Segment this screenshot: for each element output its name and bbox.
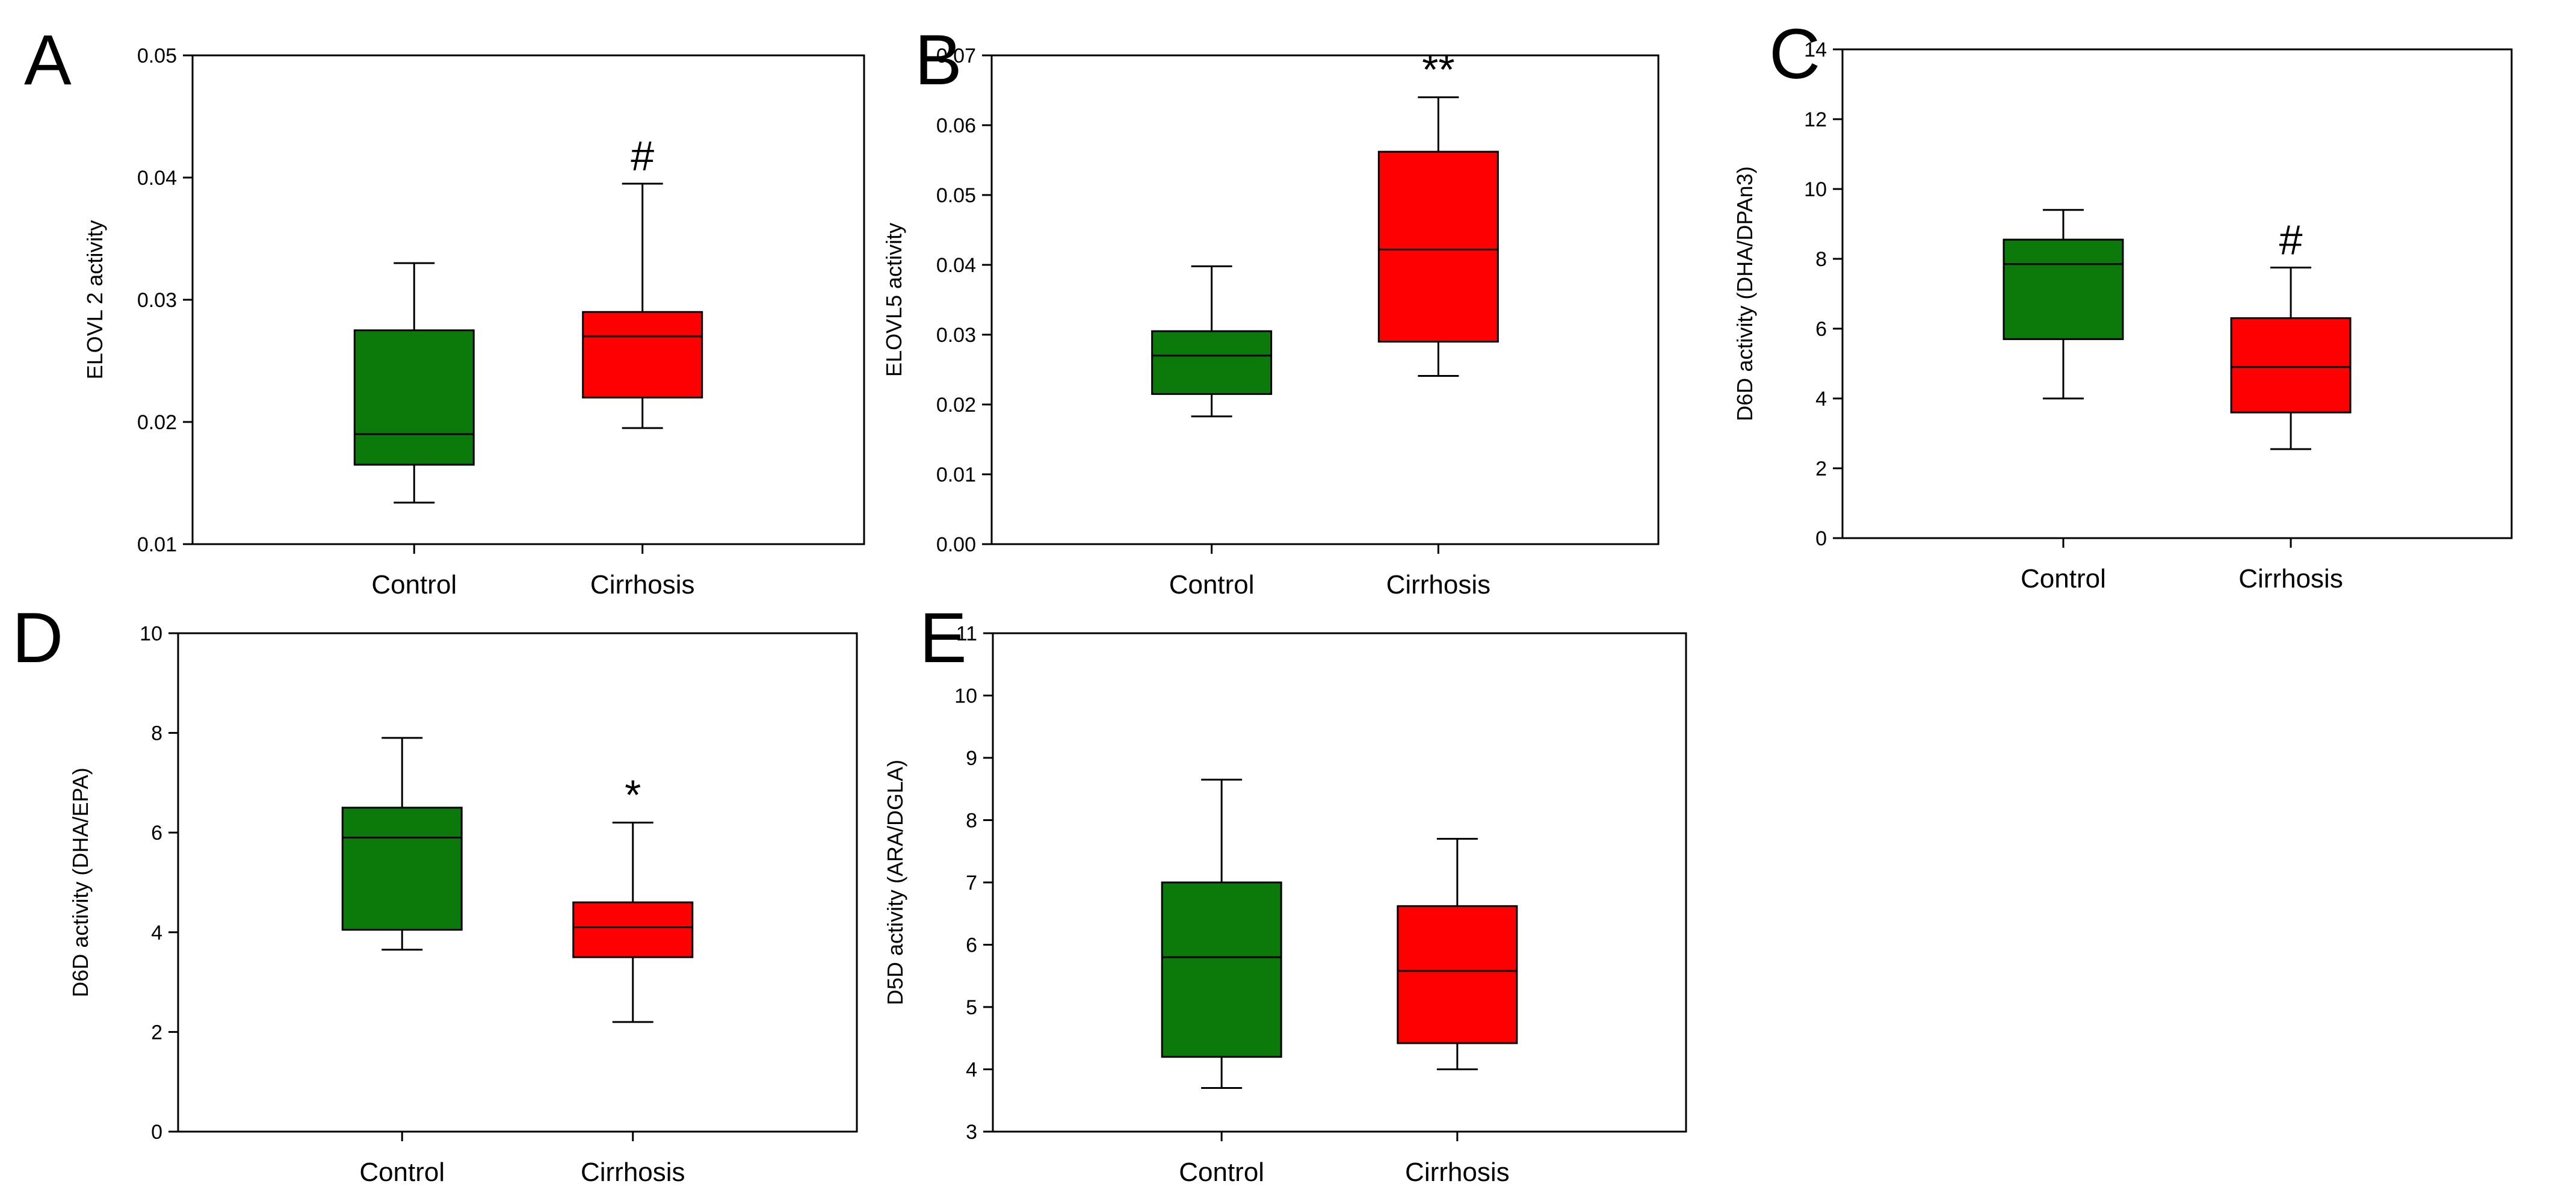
iqr-box bbox=[341, 807, 463, 931]
y-tick-label: 3 bbox=[966, 1121, 977, 1144]
plot-frame bbox=[990, 54, 1660, 545]
iqr-box bbox=[1377, 150, 1499, 343]
panel-b: B 0.00 0.01 0.02 0.03 0.04 0.05 0.06 0.07 ELOVL5 … bbox=[882, 20, 1660, 600]
iqr-box bbox=[1397, 905, 1518, 1044]
y-tick-label: 10 bbox=[954, 685, 977, 708]
y-tick-label: 2 bbox=[1815, 457, 1827, 480]
box-cirrhosis: # Cirrhosis bbox=[2230, 217, 2352, 594]
y-tick-label: 6 bbox=[1815, 318, 1827, 341]
iqr-box bbox=[1151, 330, 1273, 395]
significance-marker: * bbox=[625, 772, 641, 819]
y-tick-label: 0.04 bbox=[137, 167, 177, 190]
panel-letter: C bbox=[1769, 14, 1820, 94]
y-axis-label: D6D activity (DHA/DPAn3) bbox=[1732, 166, 1757, 421]
y-tick-label: 8 bbox=[1815, 248, 1827, 271]
y-axis-label: ELOVL5 activity bbox=[882, 223, 906, 377]
y-axis-label: D6D activity (DHA/EPA) bbox=[68, 767, 93, 997]
y-tick-label: 0.04 bbox=[936, 254, 976, 277]
y-tick-label: 0 bbox=[1815, 527, 1827, 550]
panel-letter: E bbox=[919, 598, 967, 678]
y-tick-label: 0 bbox=[151, 1121, 162, 1144]
x-category-label: Control bbox=[359, 1158, 445, 1187]
x-category-label: Cirrhosis bbox=[590, 570, 695, 600]
x-category-label: Control bbox=[2021, 564, 2106, 594]
box-control: Control bbox=[1161, 778, 1282, 1187]
y-tick-label: 0.00 bbox=[936, 533, 976, 556]
y-tick-label: 0.05 bbox=[137, 45, 177, 67]
y-tick-label: 0.02 bbox=[936, 394, 976, 417]
y-tick-label: 4 bbox=[151, 922, 162, 944]
box-cirrhosis: * Cirrhosis bbox=[572, 772, 694, 1187]
y-tick-label: 4 bbox=[1815, 388, 1827, 411]
iqr-box bbox=[353, 329, 475, 466]
y-tick-label: 2 bbox=[151, 1021, 162, 1044]
box-control: Control bbox=[1151, 265, 1273, 600]
panel-letter: D bbox=[12, 598, 63, 678]
y-tick-label: 8 bbox=[151, 722, 162, 745]
box-control: Control bbox=[341, 737, 463, 1187]
x-category-label: Cirrhosis bbox=[2238, 564, 2343, 594]
y-tick-label: 0.06 bbox=[936, 114, 976, 137]
panel-d: D 0 2 4 6 8 10 D6D activity (DHA/EPA) Control * Ci… bbox=[12, 598, 858, 1187]
y-tick-label: 6 bbox=[966, 934, 977, 957]
y-tick-label: 10 bbox=[1804, 178, 1827, 201]
y-tick-label: 10 bbox=[140, 622, 162, 645]
panel-e: E 3 4 5 6 7 8 9 10 11 D5D activity (ARA/DGLA) Contr… bbox=[883, 598, 1687, 1187]
significance-marker: # bbox=[631, 132, 654, 179]
y-tick-label: 14 bbox=[1804, 39, 1827, 61]
iqr-box bbox=[1161, 881, 1282, 1058]
y-tick-label: 0.02 bbox=[137, 411, 177, 434]
plot-frame bbox=[177, 632, 858, 1133]
x-category-label: Cirrhosis bbox=[1386, 570, 1491, 600]
y-axis-label: D5D activity (ARA/DGLA) bbox=[883, 760, 907, 1005]
y-tick-label: 5 bbox=[966, 996, 977, 1019]
y-tick-label: 11 bbox=[956, 622, 977, 645]
significance-marker: ** bbox=[1422, 46, 1454, 93]
box-control: Control bbox=[353, 262, 475, 600]
x-category-label: Control bbox=[371, 570, 457, 600]
y-tick-label: 0.01 bbox=[936, 463, 976, 486]
y-tick-label: 0.05 bbox=[936, 184, 976, 207]
x-category-label: Cirrhosis bbox=[1405, 1158, 1510, 1187]
iqr-box bbox=[582, 311, 703, 398]
y-tick-label: 8 bbox=[966, 810, 977, 832]
iqr-box bbox=[2003, 238, 2124, 340]
significance-marker: # bbox=[2279, 217, 2303, 264]
y-tick-label: 0.03 bbox=[137, 289, 177, 312]
iqr-box bbox=[2230, 317, 2352, 414]
y-axis-label: ELOVL 2 activity bbox=[82, 220, 107, 380]
box-cirrhosis: # Cirrhosis bbox=[582, 132, 703, 600]
box-cirrhosis: Cirrhosis bbox=[1397, 838, 1518, 1187]
iqr-box bbox=[572, 901, 694, 958]
y-tick-label: 9 bbox=[966, 747, 977, 770]
panel-a: A 0.01 0.02 0.03 0.04 0.05 ELOVL 2 activity Con… bbox=[24, 20, 865, 600]
plot-frame bbox=[1841, 48, 2513, 539]
x-category-label: Control bbox=[1169, 570, 1255, 600]
y-tick-label: 0.03 bbox=[936, 324, 976, 347]
y-tick-label: 6 bbox=[151, 822, 162, 845]
panel-letter: B bbox=[915, 20, 962, 100]
y-tick-label: 12 bbox=[1804, 108, 1827, 131]
x-category-label: Cirrhosis bbox=[581, 1158, 685, 1187]
y-tick-label: 0.07 bbox=[936, 45, 976, 67]
y-tick-label: 0.01 bbox=[137, 533, 177, 556]
y-tick-label: 7 bbox=[966, 872, 977, 894]
y-tick-label: 4 bbox=[966, 1059, 977, 1082]
panel-letter: A bbox=[24, 20, 72, 100]
x-category-label: Control bbox=[1179, 1158, 1264, 1187]
box-control: Control bbox=[2003, 209, 2124, 594]
panel-c: C 0 2 4 6 8 10 12 14 D6D activity (DHA/DPAn3) Cont… bbox=[1732, 14, 2513, 594]
box-cirrhosis: ** Cirrhosis bbox=[1377, 46, 1499, 600]
